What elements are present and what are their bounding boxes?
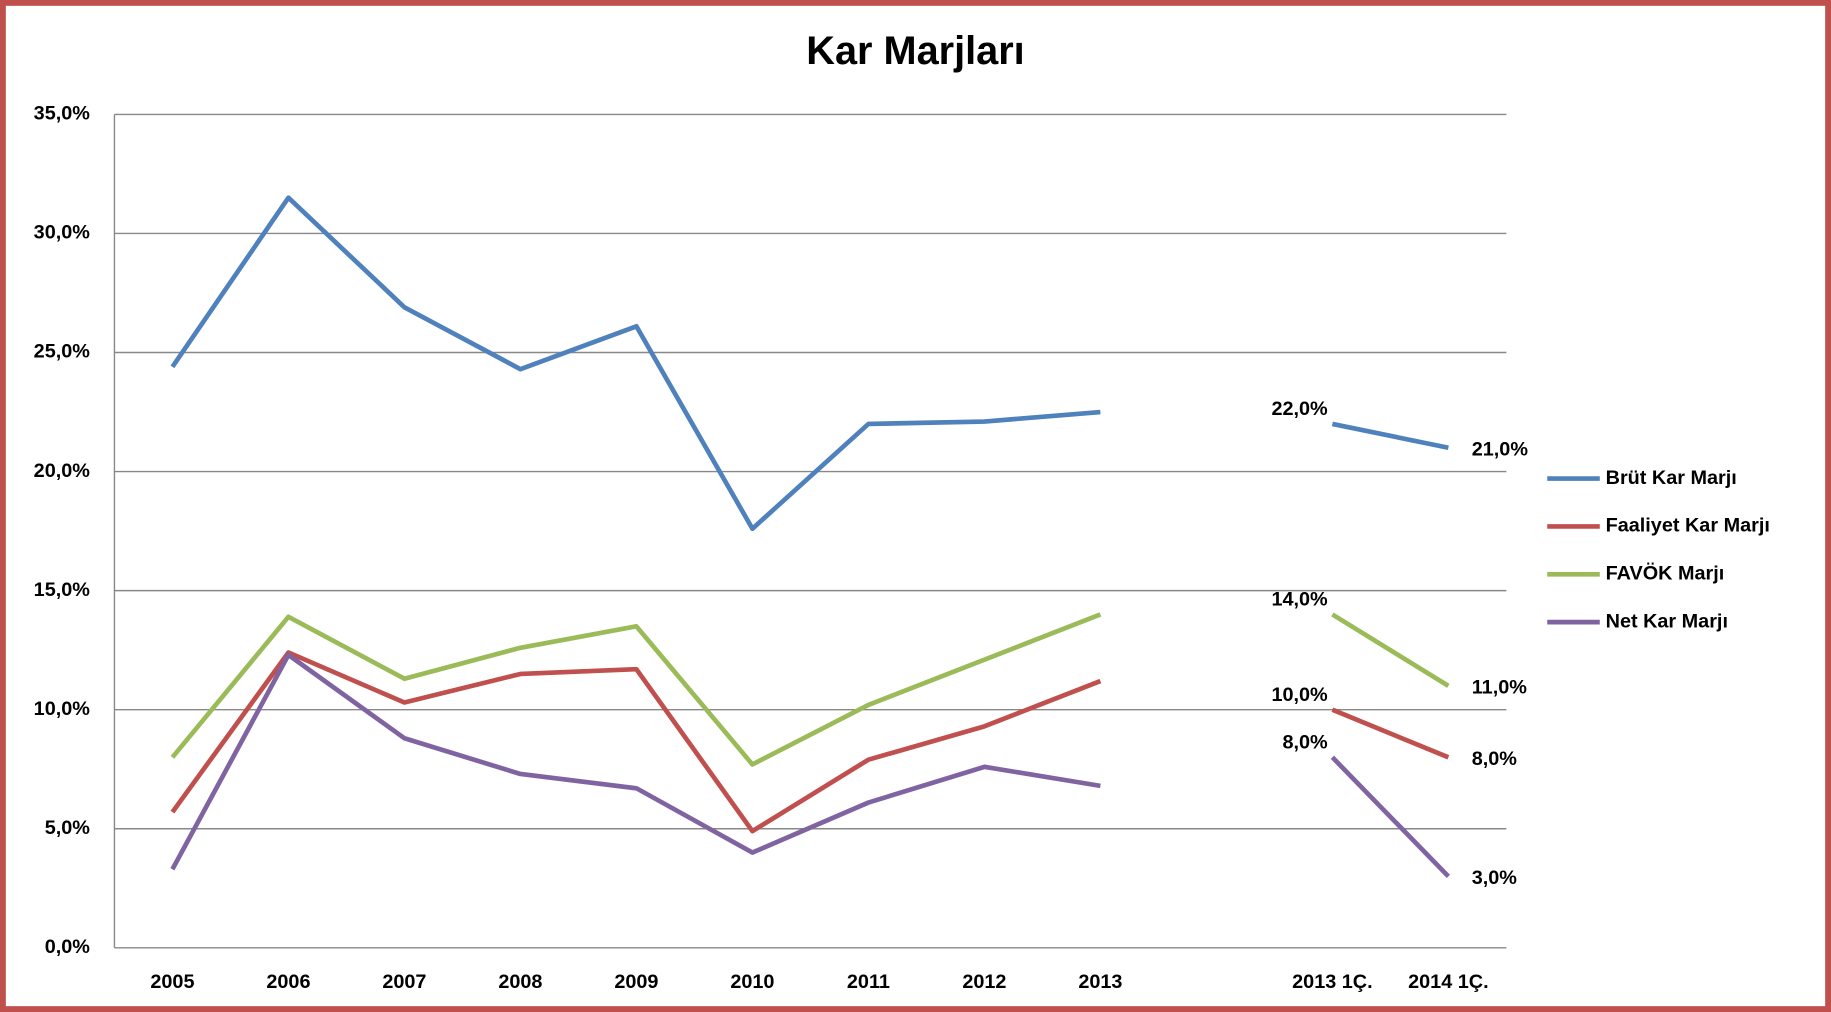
x-tick-label: 2011	[847, 971, 890, 993]
y-tick-label: 35,0%	[34, 103, 91, 125]
x-tick-label: 2013 1Ç.	[1292, 971, 1373, 993]
data-label: 22,0%	[1271, 398, 1328, 420]
y-tick-label: 15,0%	[34, 579, 91, 601]
x-tick-label: 2012	[962, 971, 1006, 993]
series-line	[170, 652, 1101, 871]
legend-label: FAVÖK Marjı	[1606, 562, 1725, 585]
y-tick-label: 20,0%	[34, 460, 91, 482]
legend-label: Brüt Kar Marjı	[1606, 467, 1737, 489]
legend-label: Net Kar Marjı	[1606, 610, 1728, 632]
x-tick-label: 2007	[382, 971, 426, 993]
series-line	[1331, 707, 1450, 760]
data-label: 8,0%	[1282, 732, 1328, 754]
series-line	[170, 612, 1102, 767]
data-label: 14,0%	[1271, 589, 1328, 611]
x-tick-label: 2009	[614, 971, 658, 993]
legend-label: Faaliyet Kar Marjı	[1606, 515, 1770, 537]
x-tick-label: 2014 1Ç.	[1408, 971, 1489, 993]
chart-title: Kar Marjları	[806, 29, 1024, 73]
x-tick-label: 2006	[266, 971, 310, 993]
data-label: 8,0%	[1472, 748, 1518, 770]
data-label: 3,0%	[1472, 867, 1518, 889]
x-tick-label: 2008	[498, 971, 542, 993]
x-tick-label: 2005	[150, 971, 194, 993]
y-tick-label: 10,0%	[34, 698, 91, 720]
data-label: 10,0%	[1271, 684, 1328, 706]
data-label: 21,0%	[1472, 438, 1529, 460]
x-tick-label: 2010	[730, 971, 774, 993]
y-tick-label: 0,0%	[45, 936, 91, 958]
y-tick-label: 5,0%	[45, 817, 91, 839]
y-tick-label: 30,0%	[34, 222, 91, 244]
x-tick-label: 2013	[1078, 971, 1122, 993]
series-line	[1331, 612, 1450, 688]
y-tick-label: 25,0%	[34, 341, 91, 363]
series-line	[170, 650, 1102, 834]
series-line	[170, 195, 1101, 532]
series-line	[1331, 421, 1449, 451]
series-line	[1330, 755, 1451, 878]
data-label: 11,0%	[1472, 676, 1528, 698]
